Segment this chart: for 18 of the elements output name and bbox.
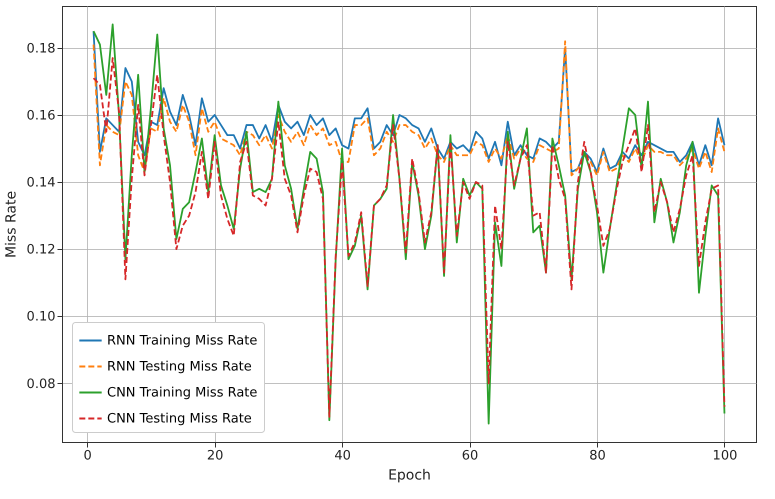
x-tick-label: 80	[589, 448, 606, 464]
x-tick-label: 40	[334, 448, 351, 464]
y-tick-label: 0.12	[26, 242, 56, 258]
y-tick-label: 0.08	[26, 376, 56, 392]
legend-label: RNN Training Miss Rate	[107, 334, 258, 348]
x-tick-label: 60	[462, 448, 478, 464]
legend-label: CNN Testing Miss Rate	[107, 412, 252, 426]
y-tick-label: 0.10	[26, 310, 56, 325]
y-tick-label: 0.14	[26, 176, 56, 191]
x-tick-label: 0	[84, 448, 92, 464]
legend-label: RNN Testing Miss Rate	[107, 360, 252, 374]
y-tick-label: 0.16	[26, 108, 56, 124]
y-tick-label: 0.18	[26, 41, 56, 56]
legend-label: CNN Training Miss Rate	[107, 386, 258, 400]
y-axis-title: Miss Rate	[4, 190, 20, 258]
x-tick-label: 100	[712, 448, 738, 464]
x-axis-title: Epoch	[388, 468, 431, 484]
x-tick-label: 20	[206, 448, 224, 464]
